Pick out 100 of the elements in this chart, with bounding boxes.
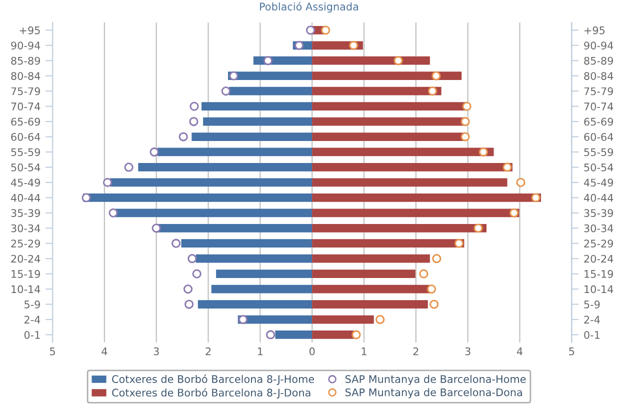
category-label: 80-84 (11, 72, 40, 80)
point (502, 162, 512, 172)
y-tick-label: 60-64 (584, 132, 614, 141)
y-tick-label: 45-49 (584, 178, 613, 187)
bar (312, 193, 542, 202)
y-tick-label: 25-29 (584, 240, 613, 248)
y-tick-label: 10-14 (584, 285, 614, 294)
y-tick-label: 65-69 (584, 118, 613, 126)
point (189, 116, 198, 126)
bar (110, 178, 312, 187)
legend-label: SAP Muntanya de Barcelona-Home (345, 374, 526, 386)
point (221, 86, 230, 96)
point (172, 238, 181, 248)
legend-label: Cotxeres de Borbó Barcelona 8-J-Home (112, 374, 314, 385)
x-tick-label: 5 (50, 348, 55, 356)
bar (229, 86, 312, 96)
point (190, 102, 199, 111)
category-label: 15-19 (12, 270, 40, 278)
y-tick-label: +95 (584, 26, 605, 34)
point (266, 330, 276, 340)
y-tick-label: 90-94 (584, 42, 614, 50)
x-tick-label: 1 (362, 348, 366, 356)
point (349, 40, 358, 50)
point (478, 147, 488, 157)
point (108, 208, 118, 218)
category-label: 20-24 (11, 254, 40, 263)
bar (192, 132, 312, 141)
category-label: 40-44 (10, 194, 40, 202)
x-tick-label: 3 (465, 347, 470, 356)
y-tick-label: 75-79 (584, 87, 613, 96)
point (188, 254, 197, 264)
bar (312, 132, 464, 141)
point (460, 132, 470, 142)
point (352, 330, 361, 340)
x-tick-label: 2 (413, 347, 418, 356)
bar (115, 208, 312, 218)
x-tick-label: 5 (569, 348, 574, 356)
category-label: 90-94 (11, 42, 40, 50)
bar (196, 254, 312, 263)
category-label: 5-9 (24, 300, 40, 308)
point (419, 269, 428, 278)
category-label: 30-34 (11, 224, 40, 232)
point (183, 284, 193, 294)
bar (275, 330, 312, 339)
point (426, 284, 436, 294)
bar (312, 284, 430, 294)
y-tick-label: 20-24 (584, 254, 614, 263)
y-tick-label: 0-1 (584, 330, 600, 339)
legend-label: SAP Muntanya de Barcelona-Dona (345, 388, 522, 398)
category-label: 70-74 (11, 102, 40, 110)
category-label: 50-54 (11, 163, 40, 172)
category-label: 60-64 (11, 132, 40, 141)
y-tick-label: 15-19 (584, 270, 613, 278)
bar (203, 117, 312, 126)
point (516, 178, 526, 188)
bar (312, 270, 416, 278)
point (306, 26, 316, 35)
y-tick-label: 2-4 (584, 316, 600, 324)
x-tick-label: 4 (102, 348, 108, 356)
category-label: 55-59 (11, 148, 40, 156)
point (294, 40, 304, 50)
bar (83, 193, 312, 202)
bar (312, 208, 520, 218)
category-label: 10-14 (12, 285, 40, 294)
x-tick-label: 1 (258, 348, 263, 356)
category-label: 35-39 (11, 209, 40, 218)
bar (312, 86, 442, 96)
point (178, 132, 188, 142)
category-label: +95 (20, 26, 40, 34)
bar (157, 148, 312, 156)
point (152, 224, 161, 233)
y-tick-label: 80-84 (584, 72, 614, 80)
bar (312, 254, 430, 263)
y-tick-label: 40-44 (584, 194, 614, 202)
point (124, 162, 134, 172)
point (394, 56, 403, 66)
point (150, 147, 159, 157)
bar (312, 224, 487, 232)
bar (312, 102, 466, 110)
bar (228, 72, 312, 80)
bar (312, 178, 508, 187)
point (531, 193, 540, 202)
point (509, 208, 519, 218)
x-tick-label: 2 (206, 347, 211, 356)
bar (312, 56, 430, 65)
point (102, 178, 112, 188)
point (229, 71, 238, 80)
y-tick-label: 5-9 (584, 300, 600, 308)
point (454, 238, 464, 248)
y-tick-label: 50-54 (584, 163, 614, 172)
bar (202, 102, 312, 110)
category-label: 25-29 (11, 240, 40, 248)
y-tick-label: 70-74 (584, 102, 614, 110)
point (184, 300, 194, 309)
point (428, 86, 438, 96)
legend-label: Cotxeres de Borbó Barcelona 8-J-Dona (112, 388, 310, 398)
bar (156, 224, 312, 232)
y-tick-label: 35-39 (584, 209, 613, 218)
bar (211, 284, 312, 294)
point (82, 193, 91, 202)
